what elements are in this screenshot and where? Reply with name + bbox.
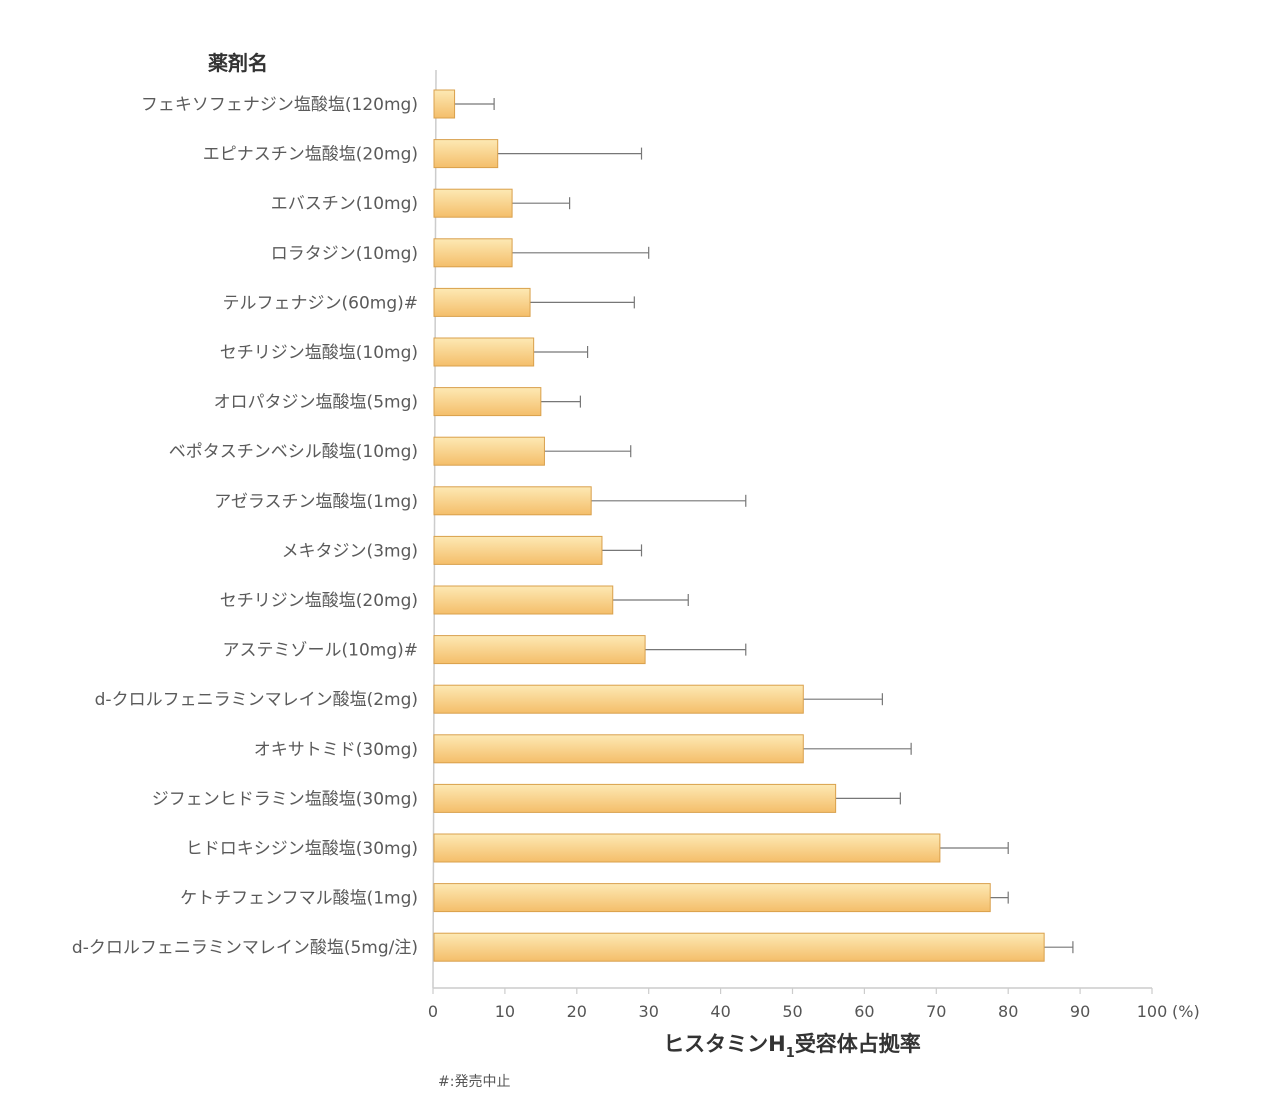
category-label: オロパタジン塩酸塩(5mg) (214, 393, 418, 413)
bar (433, 387, 542, 417)
category-label: エバスチン(10mg) (271, 194, 418, 214)
bar (433, 684, 804, 714)
bar (433, 337, 535, 367)
category-label: ジフェンヒドラミン塩酸塩(30mg) (152, 789, 418, 809)
x-tick-label: 90 (1070, 1002, 1090, 1021)
category-label: セチリジン塩酸塩(10mg) (220, 343, 418, 363)
category-label: アゼラスチン塩酸塩(1mg) (214, 492, 418, 512)
bar (433, 287, 531, 317)
category-label: エピナスチン塩酸塩(20mg) (203, 145, 418, 165)
x-axis-title: ヒスタミンH1受容体占拠率 (663, 1032, 921, 1061)
x-tick-label: 100 (1137, 1002, 1168, 1021)
category-label: メキタジン(3mg) (282, 541, 418, 561)
bar (433, 188, 513, 218)
bar (433, 486, 592, 516)
x-tick-label: 30 (639, 1002, 659, 1021)
y-axis-title: 薬剤名 (208, 51, 268, 75)
category-label: セチリジン塩酸塩(20mg) (220, 591, 418, 611)
bars: フェキソフェナジン塩酸塩(120mg) エピナスチン塩酸塩(20mg) エバスチン(… (72, 89, 1074, 962)
bar (433, 883, 991, 913)
category-label: d-クロルフェニラミンマレイン酸塩(2mg) (95, 690, 418, 710)
bar (433, 783, 837, 813)
x-tick-label: 0 (428, 1002, 438, 1021)
x-tick-label: 40 (710, 1002, 730, 1021)
bar (433, 139, 499, 169)
category-label: ケトチフェンフマル酸塩(1mg) (180, 889, 418, 909)
category-label: アステミゾール(10mg)# (223, 641, 419, 661)
x-axis-title-tail: 受容体占拠率 (795, 1032, 921, 1056)
bar (433, 585, 614, 615)
x-tick-label: 50 (782, 1002, 802, 1021)
x-tick-label: 20 (567, 1002, 587, 1021)
x-axis-title-sub: 1 (786, 1046, 795, 1061)
category-label: ベポタスチンベシル酸塩(10mg) (169, 442, 418, 462)
bar (433, 635, 646, 665)
category-label: テルフェナジン(60mg)# (223, 293, 419, 313)
bar (433, 535, 603, 565)
bar (433, 238, 513, 268)
x-axis-title-main: ヒスタミンH (663, 1032, 786, 1056)
bar (433, 734, 804, 764)
footnote: #:発売中止 (438, 1074, 510, 1090)
category-label: d-クロルフェニラミンマレイン酸塩(5mg/注) (72, 938, 418, 958)
category-label: オキサトミド(30mg) (254, 740, 418, 760)
x-ticks: 0 10 20 30 40 50 60 70 80 90 100 (428, 988, 1167, 1021)
x-unit: (%) (1172, 1002, 1200, 1021)
x-tick-label: 80 (998, 1002, 1018, 1021)
category-label: フェキソフェナジン塩酸塩(120mg) (141, 95, 418, 115)
bar (433, 89, 456, 119)
bar (433, 833, 941, 863)
y-axis-line (432, 69, 437, 989)
bar (433, 932, 1045, 962)
category-label: ロラタジン(10mg) (271, 244, 418, 264)
x-tick-label: 10 (495, 1002, 515, 1021)
category-label: ヒドロキシジン塩酸塩(30mg) (186, 839, 418, 859)
x-tick-label: 60 (854, 1002, 874, 1021)
x-tick-label: 70 (926, 1002, 946, 1021)
bar (433, 436, 545, 466)
